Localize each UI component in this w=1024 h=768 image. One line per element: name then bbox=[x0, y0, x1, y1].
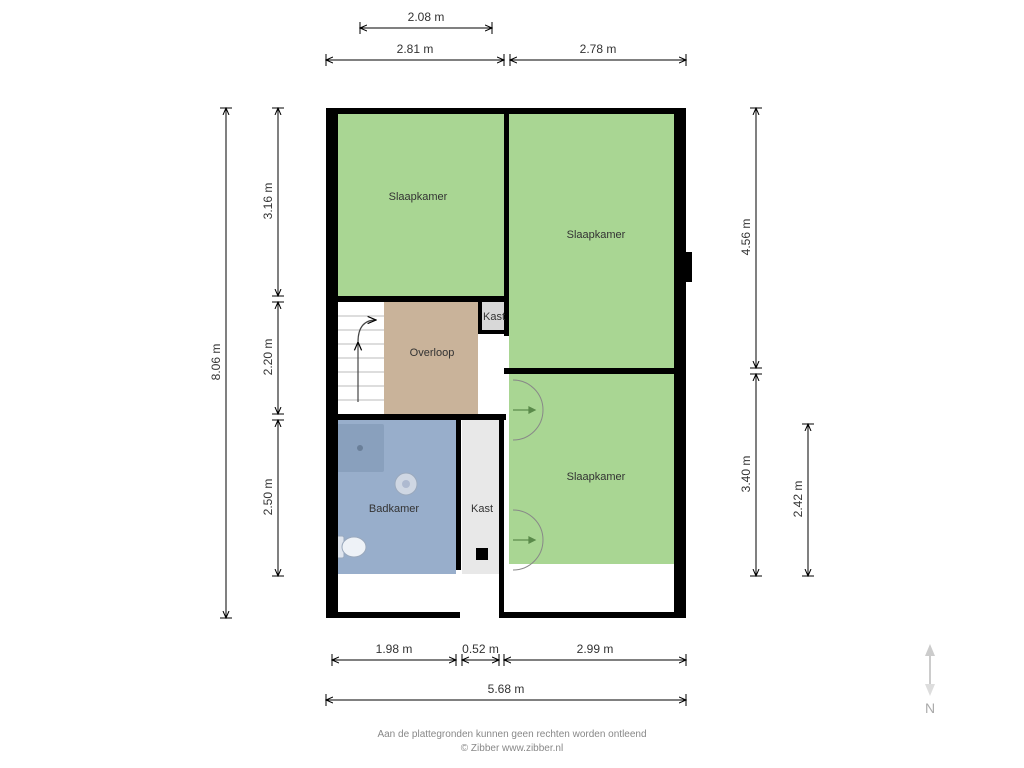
label-slaapkamer3: Slaapkamer bbox=[546, 471, 646, 483]
dim-2.99m: 2.99 m bbox=[565, 642, 625, 656]
dim-8.06m: 8.06 m bbox=[209, 332, 223, 392]
dim-1.98m: 1.98 m bbox=[364, 642, 424, 656]
wall-11 bbox=[456, 420, 461, 570]
dim-2.08m: 2.08 m bbox=[396, 10, 456, 24]
label-kast1: Kast bbox=[444, 311, 544, 323]
dim-2.20m: 2.20 m bbox=[261, 327, 275, 387]
compass-icon bbox=[900, 640, 960, 700]
label-overloop: Overloop bbox=[382, 347, 482, 359]
bathroom-fixtures bbox=[332, 420, 456, 578]
window-marker-right bbox=[686, 252, 692, 282]
credit-text: Aan de plattegronden kunnen geen rechten… bbox=[0, 728, 1024, 756]
label-slaapkamer1: Slaapkamer bbox=[368, 191, 468, 203]
label-slaapkamer2: Slaapkamer bbox=[546, 229, 646, 241]
stairs-icon bbox=[332, 302, 384, 414]
dim-0.52m: 0.52 m bbox=[451, 642, 511, 656]
dim-3.16m: 3.16 m bbox=[261, 171, 275, 231]
credit-line2: © Zibber www.zibber.nl bbox=[461, 743, 563, 754]
dim-2.50m: 2.50 m bbox=[261, 467, 275, 527]
label-kast2: Kast bbox=[432, 503, 532, 515]
dim-3.40m: 3.40 m bbox=[739, 444, 753, 504]
dim-2.81m: 2.81 m bbox=[385, 42, 445, 56]
floorplan-stage: Slaapkamer Slaapkamer Slaapkamer Overloop Ka… bbox=[0, 0, 1024, 768]
wall-10 bbox=[326, 414, 506, 420]
wall-2 bbox=[326, 612, 460, 618]
kast2-object bbox=[476, 548, 488, 560]
dim-2.78m: 2.78 m bbox=[568, 42, 628, 56]
room-slaapkamer1 bbox=[332, 114, 504, 296]
dim-2.42m: 2.42 m bbox=[791, 469, 805, 529]
wall-1 bbox=[326, 108, 338, 618]
dim-5.68m: 5.68 m bbox=[476, 682, 536, 696]
label-badkamer: Badkamer bbox=[344, 503, 444, 515]
compass-label: N bbox=[900, 700, 960, 716]
wall-9 bbox=[478, 330, 509, 334]
room-slaapkamer2 bbox=[509, 114, 681, 368]
credit-line1: Aan de plattegronden kunnen geen rechten… bbox=[377, 729, 646, 740]
wall-3 bbox=[499, 612, 686, 618]
dim-4.56m: 4.56 m bbox=[739, 207, 753, 267]
